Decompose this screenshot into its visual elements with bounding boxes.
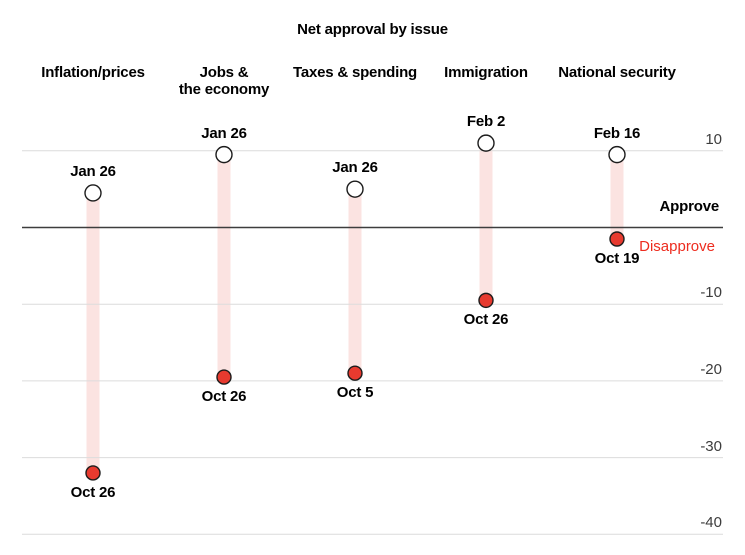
approve-point: [477, 134, 495, 152]
end-date-label: Oct 26: [70, 483, 116, 501]
disapprove-axis-label: Disapprove: [639, 238, 715, 255]
start-date-label: Jan 26: [70, 162, 116, 180]
range-bar: [479, 143, 493, 301]
disapprove-point: [478, 292, 494, 309]
range-bar: [86, 192, 100, 473]
column-header: Inflation/prices: [41, 64, 145, 81]
start-date-label: Feb 16: [593, 124, 641, 142]
disapprove-point: [347, 365, 363, 381]
end-date-label: Oct 26: [463, 311, 509, 329]
tick-label: -20: [700, 360, 722, 378]
approve-point: [608, 145, 626, 164]
column-header: Immigration: [444, 64, 528, 81]
end-date-label: Oct 19: [594, 250, 640, 267]
approve-axis-label: Approve: [659, 198, 720, 215]
approve-point: [84, 184, 102, 202]
column-header: Taxes & spending: [292, 64, 418, 81]
range-bar: [348, 189, 362, 374]
chart-title: Net approval by issue: [297, 21, 448, 38]
column-header: Jobs & the economy: [178, 64, 270, 98]
range-bar: [217, 154, 231, 378]
end-date-label: Oct 5: [336, 384, 374, 402]
tick-label: -30: [700, 437, 722, 455]
start-date-label: Jan 26: [201, 124, 247, 142]
approve-point: [215, 145, 233, 164]
tick-label: -40: [700, 514, 722, 532]
disapprove-point: [609, 231, 625, 247]
start-date-label: Jan 26: [332, 159, 378, 177]
start-date-label: Feb 2: [466, 113, 506, 131]
end-date-label: Oct 26: [201, 388, 247, 406]
range-bar: [610, 154, 624, 240]
approve-point: [346, 180, 364, 198]
tick-label: 10: [705, 130, 722, 148]
tick-label: -10: [700, 284, 722, 302]
disapprove-point: [85, 465, 101, 481]
disapprove-point: [216, 369, 232, 385]
column-header: National security: [558, 64, 676, 81]
